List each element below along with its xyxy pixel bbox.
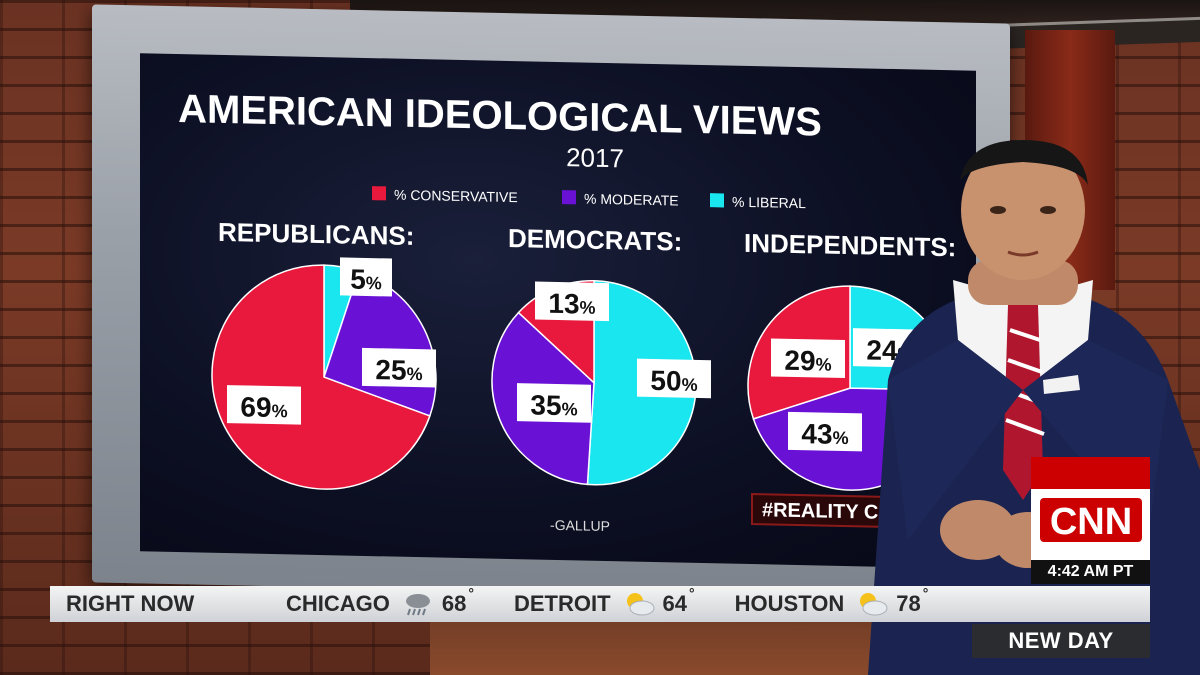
chart-subtitle: 2017 <box>566 142 624 173</box>
pie-title: DEMOCRATS: <box>508 223 682 257</box>
pie-slice <box>211 264 431 490</box>
ticker-temp: 68 ° <box>441 585 474 616</box>
ticker-item-chicago: CHICAGO 68 ° <box>286 585 474 617</box>
pie-1: DEMOCRATS:13%35%50% <box>491 223 711 486</box>
ticker-city: CHICAGO <box>286 591 390 616</box>
rain-cloud-icon <box>405 594 430 616</box>
pie-title: INDEPENDENTS: <box>744 228 956 262</box>
data-label-box <box>227 385 301 425</box>
legend-label: % MODERATE <box>584 191 679 209</box>
show-name: NEW DAY <box>972 624 1150 658</box>
ticker-temp: 64 ° <box>662 585 695 616</box>
data-label-box <box>788 411 862 452</box>
ticker-temp: 78 ° <box>896 585 929 616</box>
network-bug-top <box>1031 457 1150 489</box>
data-label-box <box>362 347 436 388</box>
chart-source: -GALLUP <box>550 517 610 534</box>
data-label-box <box>637 358 711 399</box>
chart-legend: % CONSERVATIVE % MODERATE % LIBERAL <box>372 186 806 211</box>
ticker-city: DETROIT <box>513 591 611 616</box>
cnn-logo: CNN <box>1036 492 1146 548</box>
chart-title: AMERICAN IDEOLOGICAL VIEWS <box>178 87 822 144</box>
legend-label: % LIBERAL <box>732 194 806 212</box>
pie-title: REPUBLICANS: <box>218 217 414 251</box>
data-label: 25% <box>375 354 422 386</box>
data-label-box <box>517 383 591 423</box>
time-display: 4:42 AM PT <box>1031 560 1150 584</box>
data-label-box <box>535 281 609 322</box>
weather-ticker: RIGHT NOW CHICAGO 68 ° DETROIT 64 ° HOUSTO… <box>50 585 1150 622</box>
ticker-item-detroit: DETROIT 64 ° <box>513 585 695 617</box>
data-label-box <box>340 257 392 297</box>
cnn-logo-text: CNN <box>1050 501 1132 543</box>
partly-cloudy-icon <box>860 593 888 616</box>
pie-group: REPUBLICANS:69%25%5%DEMOCRATS:13%35%50% I… <box>211 217 956 491</box>
pie-0: REPUBLICANS:69%25%5% <box>211 217 437 490</box>
data-label-box <box>771 338 845 379</box>
ticker-city: HOUSTON <box>734 591 845 616</box>
ticker-item-houston: HOUSTON 78 ° <box>734 585 929 617</box>
hashtag-text: #REALITY C <box>762 499 878 523</box>
legend-label: % CONSERVATIVE <box>394 187 518 206</box>
partly-cloudy-icon <box>626 593 655 616</box>
cnn-logo-mark: CNN <box>1040 498 1142 543</box>
legend-swatch <box>710 193 724 208</box>
ticker-label: RIGHT NOW <box>66 591 195 616</box>
legend-swatch <box>562 190 576 205</box>
legend-swatch <box>372 186 386 201</box>
